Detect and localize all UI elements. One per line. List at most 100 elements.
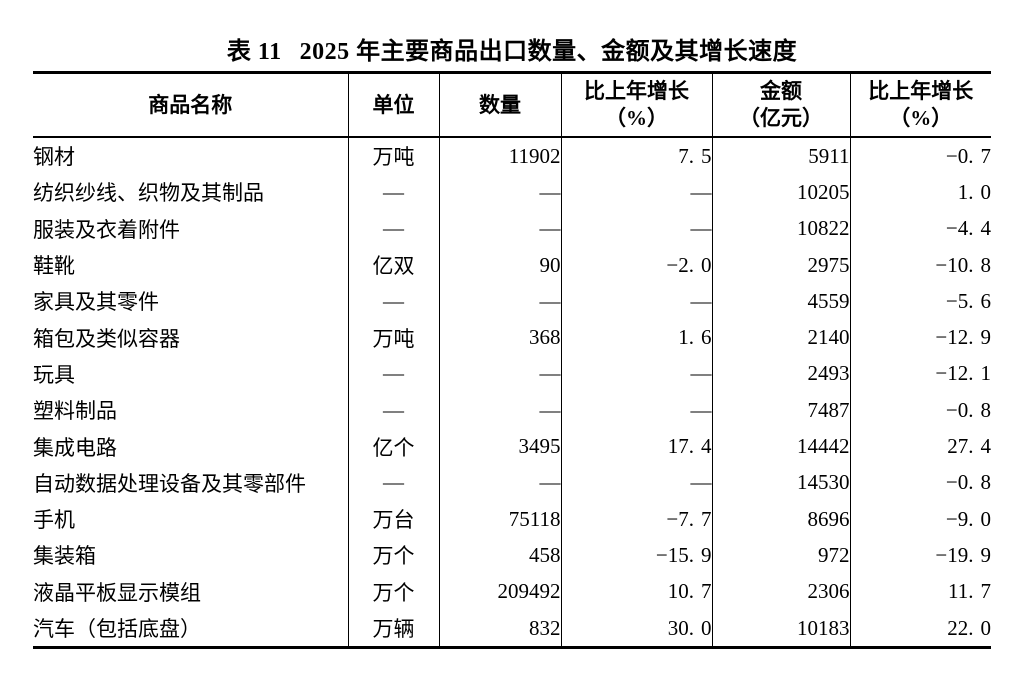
amount-cell: 8696 bbox=[711, 500, 850, 538]
quantity-cell: — bbox=[438, 355, 561, 393]
amount-growth-cell: −10. 8 bbox=[849, 246, 991, 284]
quantity-cell: 458 bbox=[438, 537, 561, 574]
unit-cell: 万个 bbox=[347, 573, 439, 610]
unit-cell: 万个 bbox=[347, 537, 439, 574]
col-header-quantity-growth: 比上年增长 （%） bbox=[560, 72, 712, 138]
amount-growth-cell: −19. 9 bbox=[849, 537, 991, 574]
amount-growth-cell: −12. 9 bbox=[849, 319, 991, 356]
table-row: 纺织纱线、织物及其制品 — — —10205 1. 0 bbox=[33, 174, 991, 211]
table-body: 钢材 万吨 11902 7. 5 5911 −0. 7 纺织纱线、织物及其制品 — — —1020… bbox=[33, 137, 991, 648]
quantity-growth-cell: −7. 7 bbox=[560, 500, 712, 538]
amount-cell: 14442 bbox=[711, 428, 850, 465]
table-row: 集成电路 亿个 3495 17. 4 14442 27. 4 bbox=[33, 428, 991, 465]
quantity-cell: — bbox=[438, 464, 561, 501]
table-row: 集装箱 万个 458 −15. 9 972 −19. 9 bbox=[33, 537, 991, 574]
col-header-label: 金额 bbox=[760, 79, 802, 103]
col-header-amount-growth: 比上年增长 （%） bbox=[849, 72, 991, 138]
amount-cell: 10205 bbox=[711, 174, 850, 211]
commodity-name-cell: 自动数据处理设备及其零部件 bbox=[33, 471, 306, 496]
commodity-name-cell: 汽车（包括底盘） bbox=[33, 617, 201, 641]
quantity-growth-cell: — bbox=[560, 355, 712, 393]
quantity-growth-cell: 17. 4 bbox=[560, 428, 712, 465]
amount-growth-cell: −12. 1 bbox=[849, 355, 991, 393]
amount-cell: 4559 bbox=[711, 283, 850, 320]
col-header-unit: 单位 bbox=[347, 72, 439, 138]
amount-growth-cell: 1. 0 bbox=[849, 174, 991, 211]
commodity-name-cell: 鞋靴 bbox=[33, 254, 75, 279]
col-header-label: 商品名称 bbox=[148, 92, 233, 117]
amount-cell: 5911 bbox=[711, 137, 850, 175]
quantity-growth-cell: — bbox=[560, 283, 712, 320]
quantity-cell: 832 bbox=[438, 609, 561, 648]
col-header-label: 比上年增长 bbox=[584, 79, 689, 103]
amount-cell: 2306 bbox=[711, 573, 850, 610]
amount-growth-cell: −4. 4 bbox=[849, 210, 991, 247]
unit-cell: 万辆 bbox=[347, 609, 439, 648]
unit-cell: — bbox=[347, 210, 439, 247]
amount-growth-cell: −0. 8 bbox=[849, 464, 991, 501]
unit-cell: — bbox=[347, 283, 439, 320]
commodity-name-cell: 液晶平板显示模组 bbox=[33, 580, 201, 605]
quantity-cell: — bbox=[438, 210, 561, 247]
unit-cell: 万吨 bbox=[347, 137, 439, 175]
table-title-text: 2025 年主要商品出口数量、金额及其增长速度 bbox=[299, 39, 798, 65]
col-header-sublabel: （%） bbox=[605, 106, 668, 130]
table-row: 玩具 — — —2493 −12. 1 bbox=[33, 355, 991, 393]
amount-growth-cell: 11. 7 bbox=[849, 573, 991, 610]
quantity-growth-cell: — bbox=[560, 464, 712, 501]
amount-cell: 10822 bbox=[711, 210, 850, 247]
col-header-sublabel: （亿元） bbox=[739, 106, 823, 130]
quantity-growth-cell: — bbox=[560, 392, 712, 429]
quantity-growth-cell: −2. 0 bbox=[560, 246, 712, 284]
amount-growth-cell: 22. 0 bbox=[849, 609, 991, 648]
unit-cell: — bbox=[347, 392, 439, 429]
amount-growth-cell: −0. 8 bbox=[849, 392, 991, 429]
amount-cell: 2140 bbox=[711, 319, 850, 356]
amount-cell: 2975 bbox=[711, 246, 850, 284]
quantity-growth-cell: 7. 5 bbox=[560, 137, 712, 175]
quantity-growth-cell: 30. 0 bbox=[560, 609, 712, 648]
commodity-name-cell: 家具及其零件 bbox=[33, 290, 159, 315]
quantity-growth-cell: 1. 6 bbox=[560, 319, 712, 356]
quantity-growth-cell: — bbox=[560, 174, 712, 211]
commodity-export-table: 商品名称 单位 数量 比上年增长 （%） 金额 （亿元） 比上年增长 bbox=[33, 71, 991, 650]
quantity-growth-cell: 10. 7 bbox=[560, 573, 712, 610]
col-header-label: 数量 bbox=[479, 92, 521, 117]
table-number: 表 11 bbox=[226, 39, 282, 65]
col-header-label: 单位 bbox=[372, 92, 415, 117]
table-row: 自动数据处理设备及其零部件 — — —14530 −0. 8 bbox=[33, 464, 991, 501]
table-row: 液晶平板显示模组 万个 209492 10. 7 2306 11. 7 bbox=[33, 573, 991, 610]
amount-cell: 972 bbox=[711, 537, 850, 574]
commodity-name-cell: 服装及衣着附件 bbox=[33, 217, 180, 242]
commodity-name-cell: 集成电路 bbox=[33, 435, 117, 460]
col-header-commodity-name: 商品名称 bbox=[33, 72, 348, 138]
col-header-quantity: 数量 bbox=[438, 72, 561, 138]
quantity-growth-cell: — bbox=[560, 210, 712, 247]
amount-growth-cell: −0. 7 bbox=[849, 137, 991, 175]
amount-cell: 10183 bbox=[711, 609, 850, 648]
amount-cell: 14530 bbox=[711, 464, 850, 501]
quantity-cell: 11902 bbox=[438, 137, 561, 175]
unit-cell: 万吨 bbox=[347, 319, 439, 356]
commodity-name-cell: 箱包及类似容器 bbox=[33, 326, 180, 351]
unit-cell: 万台 bbox=[347, 500, 439, 538]
commodity-name-cell: 塑料制品 bbox=[33, 399, 117, 424]
col-header-sublabel: （%） bbox=[889, 106, 953, 130]
table-row: 钢材 万吨 11902 7. 5 5911 −0. 7 bbox=[33, 137, 991, 175]
unit-cell: — bbox=[347, 355, 439, 393]
commodity-name-cell: 纺织纱线、织物及其制品 bbox=[33, 181, 264, 206]
amount-cell: 2493 bbox=[711, 355, 850, 393]
amount-cell: 7487 bbox=[711, 392, 850, 429]
table-row: 鞋靴 亿双 90 −2. 0 2975 −10. 8 bbox=[33, 246, 991, 284]
header-row: 商品名称 单位 数量 比上年增长 （%） 金额 （亿元） 比上年增长 bbox=[33, 72, 991, 138]
table-row: 服装及衣着附件 — — —10822 −4. 4 bbox=[33, 210, 991, 247]
quantity-cell: — bbox=[438, 392, 561, 429]
quantity-cell: 3495 bbox=[438, 428, 561, 465]
table-title: 表 11 2025 年主要商品出口数量、金额及其增长速度 bbox=[0, 37, 1024, 67]
table-row: 手机 万台 75118 −7. 7 8696 −9. 0 bbox=[33, 500, 991, 538]
table-header: 商品名称 单位 数量 比上年增长 （%） 金额 （亿元） 比上年增长 bbox=[33, 72, 991, 138]
quantity-cell: 75118 bbox=[438, 500, 561, 538]
commodity-name-cell: 玩具 bbox=[33, 362, 75, 387]
unit-cell: — bbox=[347, 174, 439, 211]
